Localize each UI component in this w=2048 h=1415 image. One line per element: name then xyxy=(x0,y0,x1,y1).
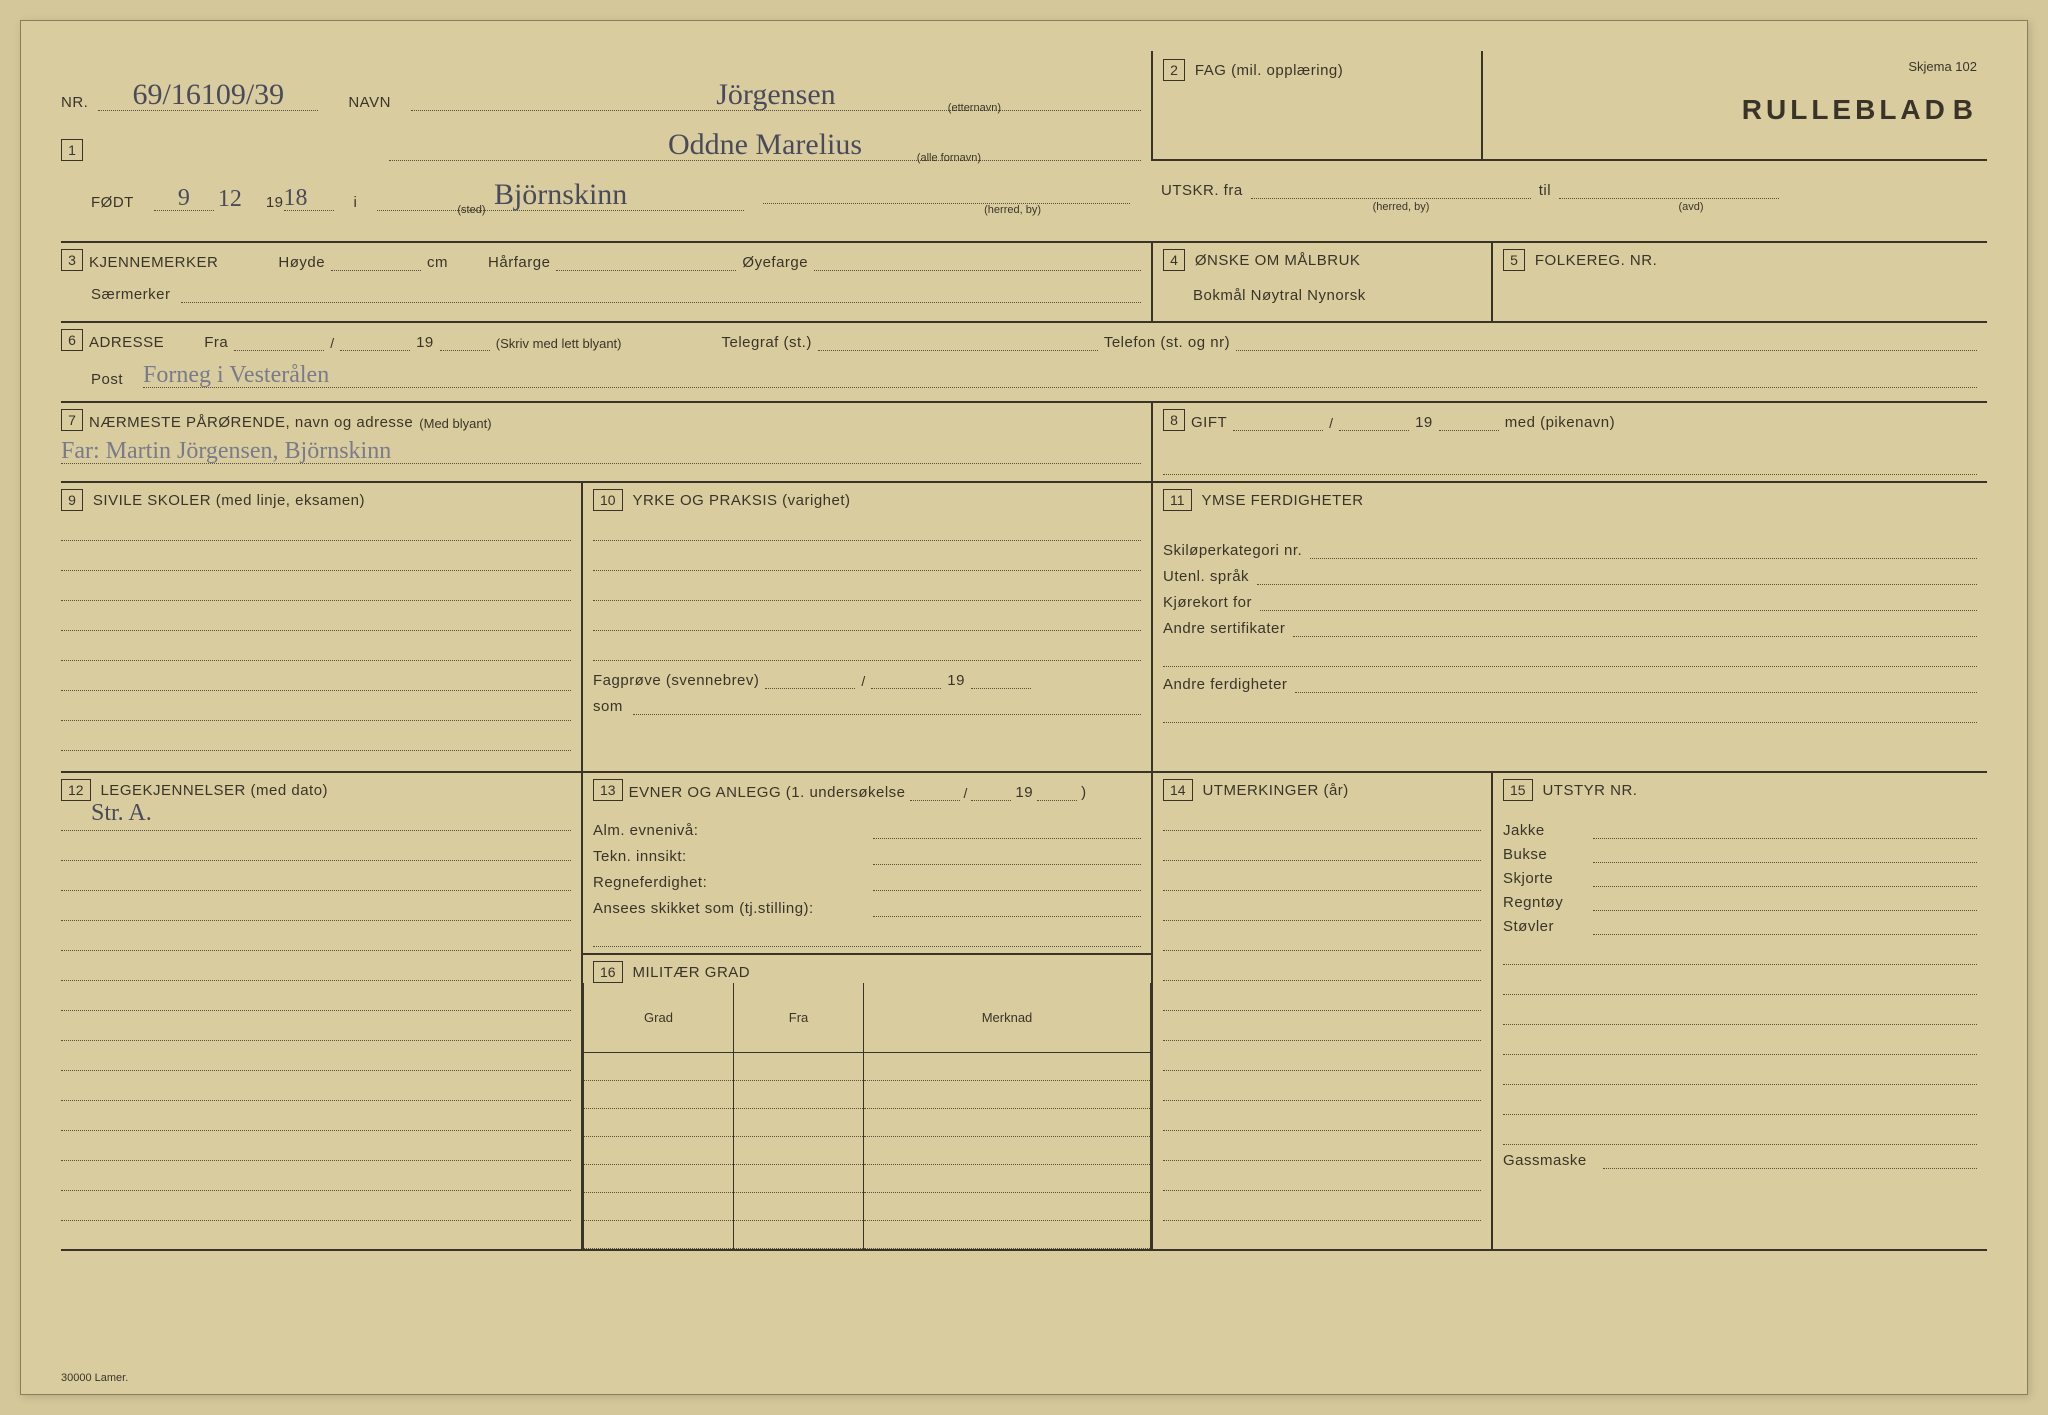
b11-l3: Kjørekort for xyxy=(1163,594,1252,611)
utskr-avd-hint: (avd) xyxy=(1581,201,1801,213)
box7-label: NÆRMESTE PÅRØRENDE, navn og adresse xyxy=(89,414,413,431)
box13-label: EVNER OG ANLEGG (1. undersøkelse xyxy=(629,784,906,801)
box6-label: ADRESSE xyxy=(89,334,164,351)
given-hint: (alle fornavn) xyxy=(917,152,981,164)
box4-opts: Bokmål Nøytral Nynorsk xyxy=(1163,287,1481,304)
som-label: som xyxy=(593,698,623,715)
post-label: Post xyxy=(91,371,123,388)
b13-l3: Regneferdighet: xyxy=(593,874,873,891)
box15-num: 15 xyxy=(1503,779,1533,801)
b13-l4: Ansees skikket som (tj.stilling): xyxy=(593,900,873,917)
utskr-herred-hint: (herred, by) xyxy=(1261,201,1541,213)
box16-num: 16 xyxy=(593,961,623,983)
harfarge-label: Hårfarge xyxy=(488,254,550,271)
sted-value: Björnskinn xyxy=(494,178,627,211)
box13-close: ) xyxy=(1081,784,1087,801)
col-grad: Grad xyxy=(584,983,734,1053)
b15-l6: Gassmaske xyxy=(1503,1152,1603,1169)
navn-label: NAVN xyxy=(348,94,391,111)
surname-hint: (etternavn) xyxy=(948,102,1001,114)
b15-l4: Regntøy xyxy=(1503,894,1593,911)
fodt-year: 18 xyxy=(284,186,334,211)
box8-med: med (pikenavn) xyxy=(1505,414,1615,431)
given-value: Oddne Marelius xyxy=(668,128,862,161)
box11-num: 11 xyxy=(1163,489,1192,511)
box5-label: FOLKEREG. NR. xyxy=(1535,252,1657,269)
box13-num: 13 xyxy=(593,779,623,801)
grade-table: Grad Fra Merknad xyxy=(583,983,1151,1249)
oyefarge-label: Øyefarge xyxy=(742,254,808,271)
b13-l1: Alm. evnenivå: xyxy=(593,822,873,839)
b11-l2: Utenl. språk xyxy=(1163,568,1249,585)
skjema-label: Skjema 102 xyxy=(1493,59,1977,74)
box15-label: UTSTYR NR. xyxy=(1542,782,1637,799)
box4-num: 4 xyxy=(1163,249,1185,271)
box2-num: 2 xyxy=(1163,59,1185,81)
fra-label: Fra xyxy=(204,334,228,351)
box6-num: 6 xyxy=(61,329,83,351)
sted-hint: (sted) xyxy=(457,204,485,216)
record-card: NR. 69/16109/39 NAVN Jörgensen (etternav… xyxy=(20,20,2028,1395)
b11-l1: Skiløperkategori nr. xyxy=(1163,542,1302,559)
fodt-label: FØDT xyxy=(91,194,134,211)
box10-y19: 19 xyxy=(947,672,965,689)
box12-value: Str. A. xyxy=(61,801,571,831)
box11-label: YMSE FERDIGHETER xyxy=(1201,492,1363,509)
b15-l3: Skjorte xyxy=(1503,870,1593,887)
box7-hint: (Med blyant) xyxy=(419,416,491,431)
box12-num: 12 xyxy=(61,779,91,801)
box16-label: MILITÆR GRAD xyxy=(632,964,750,981)
saermerker-label: Særmerker xyxy=(91,286,171,303)
nr-label: NR. xyxy=(61,94,88,111)
fodt-month: 12 xyxy=(218,187,242,211)
box14-num: 14 xyxy=(1163,779,1193,801)
box1-num: 1 xyxy=(61,139,83,161)
box10-num: 10 xyxy=(593,489,623,511)
box6-y19: 19 xyxy=(416,334,434,351)
nr-value: 69/16109/39 xyxy=(98,80,318,111)
box2-label: FAG (mil. opplæring) xyxy=(1195,62,1343,79)
footer-print: 30000 Lamer. xyxy=(61,1372,128,1384)
box13-y19: 19 xyxy=(1015,784,1033,801)
box3-num: 3 xyxy=(61,249,83,271)
fodt-y19: 19 xyxy=(266,194,284,211)
box14-label: UTMERKINGER (år) xyxy=(1202,782,1348,799)
b13-l2: Tekn. innsikt: xyxy=(593,848,873,865)
box8-label: GIFT xyxy=(1191,414,1227,431)
telegraf-label: Telegraf (st.) xyxy=(721,334,811,351)
box8-num: 8 xyxy=(1163,409,1185,431)
box5-num: 5 xyxy=(1503,249,1525,271)
col-fra: Fra xyxy=(734,983,864,1053)
box9-label: SIVILE SKOLER (med linje, eksamen) xyxy=(93,492,365,509)
box12-label: LEGEKJENNELSER (med dato) xyxy=(100,782,328,799)
herred-hint: (herred, by) xyxy=(984,204,1041,216)
title-b: B xyxy=(1953,94,1977,125)
box4-label: ØNSKE OM MÅLBRUK xyxy=(1195,252,1361,269)
box7-num: 7 xyxy=(61,409,83,431)
b15-l2: Bukse xyxy=(1503,846,1593,863)
fagprove-label: Fagprøve (svennebrev) xyxy=(593,672,759,689)
box6-hint: (Skriv med lett blyant) xyxy=(496,336,622,351)
surname-value: Jörgensen xyxy=(716,78,835,111)
til-label: til xyxy=(1539,182,1551,199)
cm-label: cm xyxy=(427,254,448,271)
title-rulleblad: RULLEBLAD xyxy=(1742,94,1949,125)
box9-num: 9 xyxy=(61,489,83,511)
telefon-label: Telefon (st. og nr) xyxy=(1104,334,1230,351)
box8-y19: 19 xyxy=(1415,414,1433,431)
box3-label: KJENNEMERKER xyxy=(89,254,218,271)
col-merknad: Merknad xyxy=(864,983,1151,1053)
box7-value: Far: Martin Jörgensen, Björnskinn xyxy=(61,439,1141,464)
utskr-label: UTSKR. fra xyxy=(1161,182,1243,199)
b11-l4: Andre sertifikater xyxy=(1163,620,1285,637)
fodt-day: 9 xyxy=(154,186,214,211)
hoyde-label: Høyde xyxy=(278,254,325,271)
i-label: i xyxy=(354,194,358,211)
b15-l1: Jakke xyxy=(1503,822,1593,839)
b15-l5: Støvler xyxy=(1503,918,1593,935)
b11-l5: Andre ferdigheter xyxy=(1163,676,1287,693)
post-value: Forneg i Vesterålen xyxy=(143,363,1977,388)
box10-label: YRKE OG PRAKSIS (varighet) xyxy=(632,492,850,509)
